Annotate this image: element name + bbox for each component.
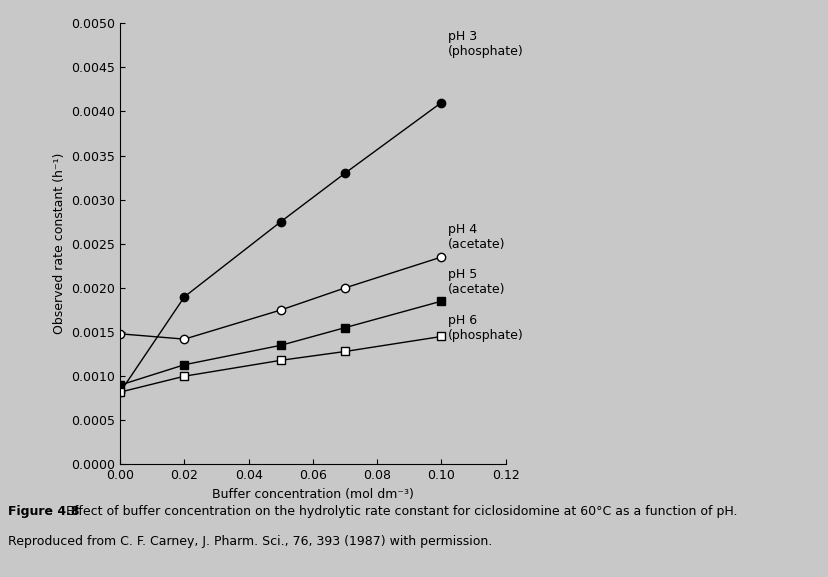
Text: Figure 4.8: Figure 4.8 — [8, 505, 79, 518]
Text: pH 4
(acetate): pH 4 (acetate) — [447, 223, 505, 251]
Text: Reproduced from C. F. Carney, J. Pharm. Sci., 76, 393 (1987) with permission.: Reproduced from C. F. Carney, J. Pharm. … — [8, 535, 492, 549]
Text: pH 6
(phosphate): pH 6 (phosphate) — [447, 314, 523, 342]
Text: pH 3
(phosphate): pH 3 (phosphate) — [447, 31, 523, 58]
Text: Effect of buffer concentration on the hydrolytic rate constant for ciclosidomine: Effect of buffer concentration on the hy… — [58, 505, 737, 518]
Y-axis label: Observed rate constant (h⁻¹): Observed rate constant (h⁻¹) — [53, 153, 65, 335]
Text: pH 5
(acetate): pH 5 (acetate) — [447, 268, 505, 296]
X-axis label: Buffer concentration (mol dm⁻³): Buffer concentration (mol dm⁻³) — [212, 488, 413, 501]
